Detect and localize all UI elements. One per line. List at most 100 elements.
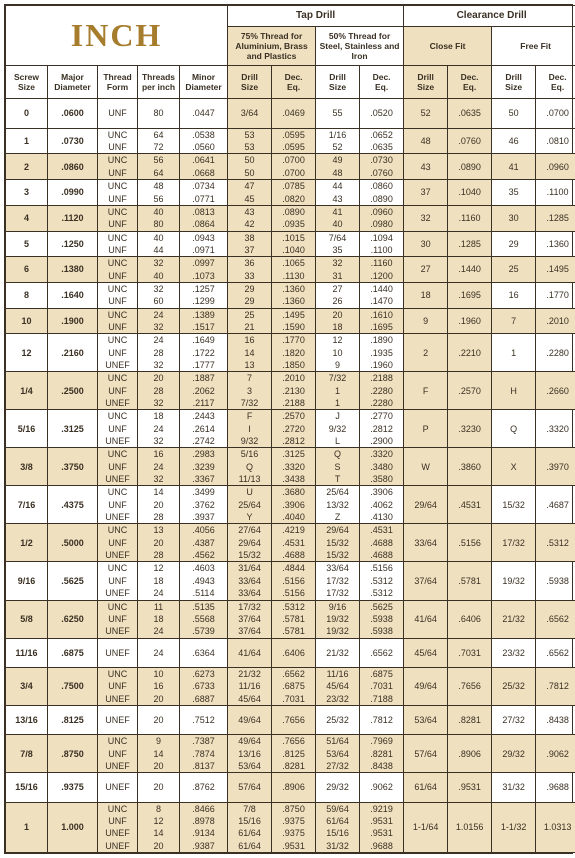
cell: .1160: [448, 205, 492, 231]
cell: 46: [492, 128, 536, 154]
cell: UNCUNF: [98, 205, 138, 231]
table-row: 7/16.4375UNCUNFUNEF142028.3499.3762.3937…: [6, 486, 575, 524]
cell: U25/64Y: [228, 486, 272, 524]
cell: .8906: [448, 735, 492, 773]
cell: 57/64: [404, 735, 448, 773]
cell: .5938: [536, 562, 575, 600]
cell: 27/32: [492, 705, 536, 734]
col-header: ThreadForm: [98, 66, 138, 99]
cell: 21/32: [316, 638, 360, 667]
cell: 3: [6, 180, 48, 206]
cell: .1120: [48, 205, 98, 231]
cell: .0520: [360, 99, 404, 128]
title: INCH: [6, 6, 228, 66]
cell: .1440: [448, 257, 492, 283]
cell: .2443.2614.2742: [180, 410, 228, 448]
cell: .1285: [448, 231, 492, 257]
cell: H: [492, 372, 536, 410]
cell: .0943.0971: [180, 231, 228, 257]
table-body: 0.0600UNF80.04473/64.046955.052052.06355…: [6, 99, 575, 853]
cell: .3125.3320.3438: [272, 448, 316, 486]
cell: .0960: [536, 154, 575, 180]
cell: .0785.0820: [272, 180, 316, 206]
cell: 41: [492, 154, 536, 180]
cell: .0600: [48, 99, 98, 128]
table-row: 8.1640UNCUNF3260.1257.12992929.1360.1360…: [6, 282, 575, 308]
cell: UNCUNFUNEF: [98, 334, 138, 372]
table-row: 7/8.8750UNCUNFUNEF91420.7387.7874.813749…: [6, 735, 575, 773]
cell: .6562: [536, 638, 575, 667]
table-row: 9/16.5625UNCUNFUNEF121824.4603.4943.5114…: [6, 562, 575, 600]
cell: .1040: [448, 180, 492, 206]
cell: UNF: [98, 99, 138, 128]
cell: 142028: [138, 486, 180, 524]
cell: .7512: [180, 705, 228, 734]
cell: 11/16: [6, 638, 48, 667]
cell: 59/6461/6415/1631/32: [316, 802, 360, 852]
col-header: MinorDiameter: [180, 66, 228, 99]
cell: .5156: [448, 524, 492, 562]
inch-chart: INCH Tap Drill Clearance Drill 75% Threa…: [4, 4, 573, 854]
cell: 1.000: [48, 802, 98, 852]
cell: .6273.6733.6887: [180, 667, 228, 705]
cell: 1.0313: [536, 802, 575, 852]
col-header: DrillSize: [404, 66, 448, 99]
cell: 5/16Q11/13: [228, 448, 272, 486]
cell: 2432: [138, 308, 180, 334]
cell: UNCUNFUNEF: [98, 372, 138, 410]
cell: UNCUNFUNEF: [98, 486, 138, 524]
cell: .9375: [48, 773, 98, 802]
cell: .7812: [536, 667, 575, 705]
cell: UNCUNF: [98, 257, 138, 283]
cell: 12: [6, 334, 48, 372]
cell: 121824: [138, 562, 180, 600]
cell: .7500: [48, 667, 98, 705]
cell: 51/6453/6427/32: [316, 735, 360, 773]
cell: 1-1/64: [404, 802, 448, 852]
cell: 50: [492, 99, 536, 128]
cell: .6875.7031.7188: [360, 667, 404, 705]
cell: .1495.1590: [272, 308, 316, 334]
col-header: Dec.Eq.: [448, 66, 492, 99]
cell: 31/6433/6433/64: [228, 562, 272, 600]
cell: .0813.0864: [180, 205, 228, 231]
cell: .2570: [448, 372, 492, 410]
cell: .1389.1517: [180, 308, 228, 334]
cell: 7: [492, 308, 536, 334]
cell: .3125: [48, 410, 98, 448]
col-header: DrillSize: [316, 66, 360, 99]
cell: 80: [138, 99, 180, 128]
cell: .5625: [48, 562, 98, 600]
cell: .4531: [448, 486, 492, 524]
cell: UNCUNF: [98, 308, 138, 334]
table-row: 13/16.8125UNEF20.751249/64.765625/32.781…: [6, 705, 575, 734]
cell: 11/1645/6423/32: [316, 667, 360, 705]
cell: .0700: [536, 99, 575, 128]
cell: 1/2: [6, 524, 48, 562]
cell: .0447: [180, 99, 228, 128]
cell: .0960.0980: [360, 205, 404, 231]
table-row: 11/16.6875UNEF24.636441/64.640621/32.656…: [6, 638, 575, 667]
cell: 242832: [138, 334, 180, 372]
hdr-tap: Tap Drill: [228, 6, 404, 27]
cell: 45/64: [404, 638, 448, 667]
cell: 4: [6, 205, 48, 231]
cell: .5781: [448, 562, 492, 600]
table-row: 5/8.6250UNCUNFUNEF111824.5135.5568.57391…: [6, 600, 575, 638]
cell: W: [404, 448, 448, 486]
cell: 18: [404, 282, 448, 308]
cell: FI9/32: [228, 410, 272, 448]
cell: 101620: [138, 667, 180, 705]
cell: 3837: [228, 231, 272, 257]
cell: .7031: [448, 638, 492, 667]
cell: .0997.1073: [180, 257, 228, 283]
cell: 25/32: [492, 667, 536, 705]
cell: 27: [404, 257, 448, 283]
cell: .0860: [48, 154, 98, 180]
cell: .1770.1820.1850: [272, 334, 316, 372]
cell: .2983.3239.3367: [180, 448, 228, 486]
cell: .3750: [48, 448, 98, 486]
cell: .8466.8978.9134.9387: [180, 802, 228, 852]
cell: .1015.1040: [272, 231, 316, 257]
cell: .5625.5938.5938: [360, 600, 404, 638]
